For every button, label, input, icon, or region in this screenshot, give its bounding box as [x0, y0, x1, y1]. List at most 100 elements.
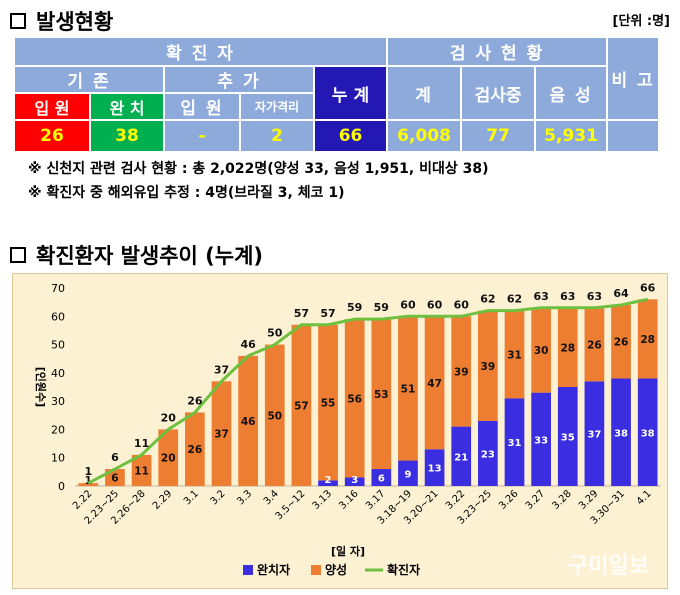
released-value-label: 38 [614, 428, 628, 439]
confirmed-value-label: 26 [187, 394, 203, 407]
bar-positive [318, 324, 338, 481]
bar-positive [451, 316, 472, 427]
bar-positive [584, 307, 605, 382]
confirmed-value-label: 1 [84, 465, 92, 478]
added-admitted-header: 입 원 [163, 92, 241, 121]
bar-positive [557, 307, 578, 387]
bar-released [531, 392, 551, 486]
bar-released [584, 381, 605, 486]
released-value-label: 2 [325, 475, 332, 486]
confirmed-value-label: 50 [267, 327, 283, 340]
bar-positive [131, 454, 152, 486]
bar-released [478, 420, 498, 486]
released-value-label: 33 [534, 435, 548, 446]
x-tick-label: 3.29 [577, 488, 601, 512]
released-value-label: 35 [561, 433, 575, 444]
x-tick-label: 3.28 [550, 488, 574, 512]
confirmed-value-label: 63 [533, 290, 548, 303]
confirmed-value-label: 60 [400, 298, 416, 311]
positive-value-label: 30 [534, 345, 549, 357]
bar-positive [424, 316, 445, 450]
confirmed-line [87, 297, 648, 485]
confirmed-value-label: 62 [480, 293, 495, 306]
positive-value-label: 1 [85, 475, 92, 487]
x-tick-label: 4.1 [635, 488, 654, 507]
bar-positive [291, 324, 312, 486]
y-tick-label: 70 [51, 282, 65, 295]
positive-value-label: 39 [481, 361, 496, 373]
bar-positive [531, 307, 551, 393]
checkbox-icon [10, 247, 26, 263]
x-tick-label: 3.1 [182, 488, 201, 507]
released-value-label: 23 [481, 449, 495, 460]
x-tick-label: 3.16 [337, 488, 361, 512]
legend-released-label: 완치자 [257, 562, 290, 577]
positive-value-label: 53 [374, 389, 389, 401]
positive-value-label: 26 [614, 337, 629, 349]
x-tick-label: 3.3 [235, 488, 254, 507]
released-value-label: 37 [587, 430, 601, 441]
watermark: 구미일보 [568, 553, 649, 579]
test-header: 검 사 현 황 [386, 36, 609, 67]
admitted-header: 입 원 [13, 92, 91, 121]
bar-released [424, 449, 445, 486]
bar-positive [238, 355, 258, 486]
confirmed-value-label: 59 [347, 301, 362, 314]
negative-value: 5,931 [534, 119, 609, 153]
positive-value-label: 56 [347, 393, 362, 405]
x-tick-label: 3.5~12 [274, 488, 308, 522]
positive-value-label: 47 [427, 378, 442, 390]
bar-released [504, 398, 525, 486]
confirmed-value-label: 57 [294, 307, 309, 320]
notes: ※ 신천지 관련 검사 현황 : 총 2,022명(양성 33, 음성 1,95… [28, 157, 489, 205]
x-tick-label: 3.13 [311, 488, 335, 512]
positive-value-label: 39 [454, 366, 469, 378]
x-tick-label: 3.17 [364, 488, 388, 512]
positive-value-label: 11 [134, 465, 149, 477]
status-title-text: 발생현황 [36, 10, 114, 34]
released-value-label: 31 [508, 438, 522, 449]
unit-label: [단위 :명] [612, 14, 671, 29]
bar-released [611, 378, 631, 486]
positive-value-label: 51 [401, 383, 416, 395]
released-value-label: 9 [404, 469, 411, 480]
negative-header: 음 성 [534, 65, 609, 121]
chart-area: 0 10 20 30 40 50 60 70 [인원수] 1 2.22 6 2.23~25 11 2.26~… [12, 273, 668, 589]
section-title-status: 발생현황 [10, 6, 113, 36]
test-total-value: 6,008 [386, 119, 463, 153]
y-tick-label: 50 [51, 339, 65, 352]
section-title-trend: 확진환자 발생추이 (누계) [10, 240, 263, 270]
cumulative-value: 66 [312, 119, 389, 153]
y-tick-label: 60 [51, 310, 65, 323]
note-value [606, 119, 661, 153]
confirmed-value-label: 20 [161, 411, 177, 424]
added-quarantine-value: 2 [239, 119, 315, 153]
existing-admitted-value: 26 [13, 119, 91, 153]
positive-value-label: 55 [321, 398, 336, 410]
self-quarantine-header: 자가격리 [239, 92, 315, 121]
trend-chart: 010203040506070[인원수]12.2262.23~25112.26~… [34, 281, 661, 577]
y-tick-label: 0 [58, 480, 65, 493]
confirmed-value-label: 63 [587, 290, 602, 303]
bar-released [451, 426, 472, 486]
bar-positive [264, 344, 285, 486]
positive-value-label: 20 [161, 453, 176, 465]
legend-positive-label: 양성 [325, 562, 347, 577]
released-value-label: 38 [641, 428, 655, 439]
confirmed-value-label: 60 [427, 298, 443, 311]
bar-positive [78, 483, 99, 486]
x-tick-label: 3.26 [497, 488, 521, 512]
status-table: 확 진 자 검 사 현 황 비 고 기 존 추 가 누 계 계 검사중 음 성 … [12, 36, 661, 153]
bar-positive [158, 429, 179, 486]
bar-released [371, 469, 392, 486]
y-tick-label: 40 [51, 367, 65, 380]
confirmed-value-label: 46 [240, 338, 256, 351]
legend-released-swatch [243, 565, 253, 575]
testing-value: 77 [460, 119, 537, 153]
trend-title-text: 확진환자 발생추이 (누계) [36, 244, 264, 268]
confirmed-header: 확 진 자 [12, 36, 389, 67]
bar-released [318, 480, 338, 486]
bar-positive [344, 319, 365, 478]
y-tick-label: 30 [51, 395, 65, 408]
y-tick-label: 10 [51, 452, 65, 465]
